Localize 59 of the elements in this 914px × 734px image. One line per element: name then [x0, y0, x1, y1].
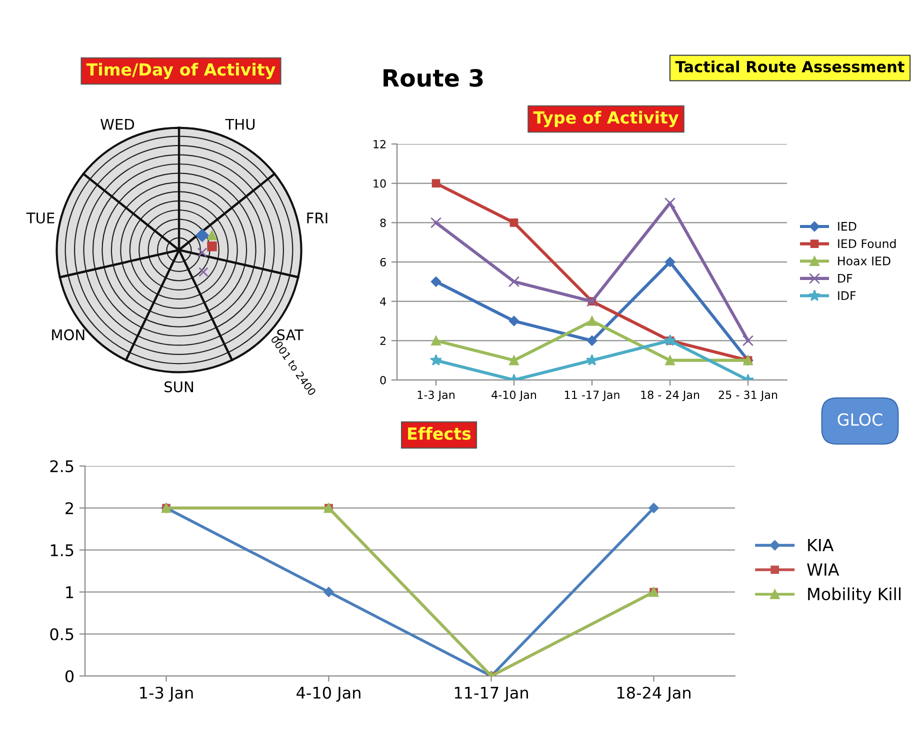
- category-label: TUE: [26, 212, 54, 224]
- x-tick-label: 11 -17 Jan: [564, 390, 620, 402]
- text: Tactical Route Assessment: [675, 60, 904, 72]
- y-tick-label: 1: [66, 586, 74, 598]
- y-tick-label: 2.5: [50, 460, 74, 472]
- point: [431, 336, 441, 346]
- legend-label: WIA: [807, 563, 840, 576]
- point: [587, 316, 597, 326]
- y-tick-label: 2: [380, 336, 386, 345]
- point: [664, 334, 676, 346]
- legend-label: IDF: [838, 291, 856, 300]
- legend-label: DF: [838, 274, 852, 283]
- text: Route 3: [384, 68, 483, 87]
- point: [665, 355, 675, 366]
- point: [430, 276, 442, 287]
- point: [430, 354, 442, 366]
- point: [432, 179, 440, 188]
- legend-label: Hoax IED: [838, 256, 890, 266]
- legend-label: IED: [838, 222, 856, 231]
- legend-label: IED Found: [838, 238, 896, 248]
- x-tick-label: 18 - 24 Jan: [641, 390, 700, 402]
- x-tick-label: 1-3 Jan: [140, 686, 193, 702]
- point: [586, 354, 598, 366]
- y-tick-label: 12: [374, 140, 386, 148]
- y-tick-label: 1.5: [50, 544, 74, 556]
- category-label: FRI: [307, 212, 328, 224]
- y-tick-label: 6: [380, 258, 386, 266]
- y-tick-label: 0: [65, 670, 74, 682]
- legend-label: Mobility Kill: [808, 587, 900, 604]
- x-tick-label: 11-17 Jan: [454, 686, 528, 702]
- y-tick-label: 8: [380, 218, 386, 228]
- text: Time/Day of Activity: [86, 62, 276, 80]
- point: [742, 335, 754, 346]
- y-tick-label: 0.5: [50, 628, 74, 640]
- x-tick-label: 4-10 Jan: [492, 390, 536, 402]
- point: [508, 276, 520, 288]
- text: GLOC: [838, 413, 882, 426]
- category-label: WED: [100, 118, 134, 130]
- point: [430, 217, 442, 228]
- y-tick-label: 10: [374, 179, 386, 188]
- point: [510, 218, 518, 227]
- x-tick-label: 18-24 Jan: [617, 686, 690, 702]
- point: [508, 316, 520, 326]
- point: [664, 256, 676, 268]
- x-tick-label: 1-3 Jan: [418, 390, 454, 402]
- x-tick-label: 25 - 31 Jan: [718, 390, 778, 402]
- y-tick-label: 0: [380, 376, 386, 384]
- category-label: SUN: [164, 381, 193, 392]
- point: [586, 336, 598, 346]
- y-tick-label: 4: [380, 297, 386, 306]
- point: [664, 197, 676, 209]
- category-label: THU: [225, 118, 255, 130]
- category-label: MON: [52, 329, 84, 340]
- point: [509, 355, 519, 366]
- x-tick-label: 4-10 Jan: [296, 686, 360, 702]
- y-tick-label: 2: [66, 502, 73, 514]
- chart-title: Effects: [408, 426, 471, 440]
- chart-title: Type of Activity: [533, 110, 679, 128]
- legend-label: KIA: [808, 538, 834, 552]
